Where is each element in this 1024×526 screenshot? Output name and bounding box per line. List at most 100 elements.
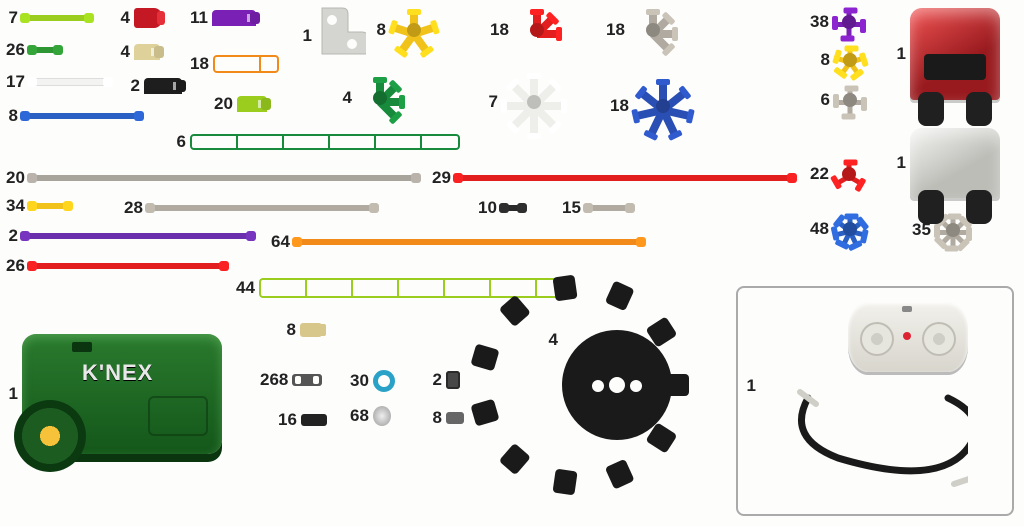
qty-label: 4 (546, 330, 558, 350)
part-rod-grey-med: 28 (124, 198, 377, 218)
qty-label: 26 (6, 256, 25, 276)
qty-label: 18 (606, 20, 625, 40)
qty-label: 4 (118, 8, 130, 28)
qty-label: 8 (430, 408, 442, 428)
connector-icon (513, 6, 561, 54)
clip-icon (144, 78, 182, 94)
qty-label: 8 (6, 106, 18, 126)
part-bit-button: 68 (350, 406, 391, 426)
part-rod-orange: 64 (271, 232, 644, 252)
part-rod-black-tiny: 10 (478, 198, 525, 218)
part-rod-purple: 2 (6, 226, 254, 246)
part-clip-beige: 4 (118, 42, 160, 62)
part-ladder-green: 6 (174, 132, 460, 152)
qty-label: 17 (6, 72, 25, 92)
qty-label: 11 (190, 8, 208, 28)
part-rod-yellow-small: 34 (6, 196, 71, 216)
connector-icon (833, 6, 865, 38)
part-rod-lime-short: 7 (6, 8, 92, 28)
tan-clip-icon (300, 323, 322, 337)
part-rod-grey-long: 20 (6, 168, 419, 188)
part-rod-blue: 8 (6, 106, 142, 126)
part-bit-ring: 30 (350, 370, 395, 392)
qty-label: 2 (128, 76, 140, 96)
rod-icon (22, 113, 142, 119)
qty-label: 1 (894, 44, 906, 64)
qty-label: 8 (818, 50, 830, 70)
ladder-icon (213, 55, 279, 73)
clip-icon (237, 96, 267, 112)
part-bit-greyclip: 8 (430, 408, 464, 428)
qty-label: 26 (6, 40, 25, 60)
chain-link-icon (292, 374, 322, 386)
qty-label: 8 (284, 320, 296, 340)
connector-icon (834, 84, 866, 116)
remote-icon (848, 302, 968, 372)
connector-icon (633, 76, 693, 136)
qty-label: 268 (260, 370, 288, 390)
remote-bundle-box: 1 (736, 286, 1014, 516)
rod-icon (147, 205, 377, 211)
qty-label: 28 (124, 198, 143, 218)
qty-label: 20 (214, 94, 233, 114)
part-clip-black: 2 (128, 76, 182, 96)
qty-label: 34 (6, 196, 25, 216)
qty-label: 18 (190, 54, 209, 74)
part-corner-grey: 1 (300, 6, 366, 65)
motor-icon: K'NEX (22, 334, 222, 454)
qty-label: 1 (300, 26, 312, 46)
rod-icon (294, 239, 644, 245)
spacer-ring-icon (373, 370, 395, 392)
qty-label: 2 (430, 370, 442, 390)
part-clip-lime-slot: 20 (214, 94, 267, 114)
connector-icon (390, 6, 438, 54)
barrel-icon (446, 371, 460, 389)
rod-icon (29, 47, 61, 53)
rod-icon (22, 15, 92, 21)
ladder-icon (190, 134, 460, 150)
part-conn-grey-mini: 6 (818, 84, 866, 116)
part-ladder-orange-short: 18 (190, 54, 279, 74)
qty-label: 44 (236, 278, 255, 298)
black-clip-icon (301, 414, 327, 426)
connector-icon (833, 212, 867, 246)
qty-label: 1 (894, 153, 906, 173)
qty-label: 18 (490, 20, 509, 40)
qty-label: 64 (271, 232, 290, 252)
part-module-silver: 1 (894, 128, 1000, 198)
qty-label: 7 (6, 8, 18, 28)
part-rod-red-long: 29 (432, 168, 795, 188)
part-conn-white8: 7 (486, 70, 566, 134)
part-conn-purple-mini: 38 (810, 6, 865, 38)
part-conn-green4: 4 (340, 74, 404, 122)
part-clip-red: 4 (118, 8, 162, 28)
qty-label: 29 (432, 168, 451, 188)
clip-icon (134, 8, 162, 28)
qty-label: 6 (818, 90, 830, 110)
part-bit-blackclip: 16 (278, 410, 327, 430)
part-remote: 1 (744, 376, 756, 396)
rod-icon (29, 203, 71, 209)
part-conn-blue-mini: 48 (810, 212, 867, 246)
qty-label: 15 (562, 198, 581, 218)
qty-label: 20 (6, 168, 25, 188)
rod-icon (29, 79, 111, 85)
robot-head-icon (910, 128, 1000, 198)
qty-label: 16 (278, 410, 297, 430)
corner-bracket-icon (316, 6, 366, 65)
qty-label: 38 (810, 12, 829, 32)
qty-label: 8 (374, 20, 386, 40)
qty-label: 7 (486, 92, 498, 112)
qty-label: 1 (6, 384, 18, 404)
rod-icon (22, 233, 254, 239)
robot-head-icon (910, 8, 1000, 100)
qty-label: 6 (174, 132, 186, 152)
connector-icon (833, 158, 865, 190)
part-conn-yellow-mini: 8 (818, 44, 866, 76)
part-module-red: 1 (894, 8, 1000, 100)
qty-label: 48 (810, 219, 829, 239)
grey-clip-icon (446, 412, 464, 424)
rod-icon (501, 205, 525, 211)
qty-label: 1 (744, 376, 756, 396)
qty-label: 22 (810, 164, 829, 184)
